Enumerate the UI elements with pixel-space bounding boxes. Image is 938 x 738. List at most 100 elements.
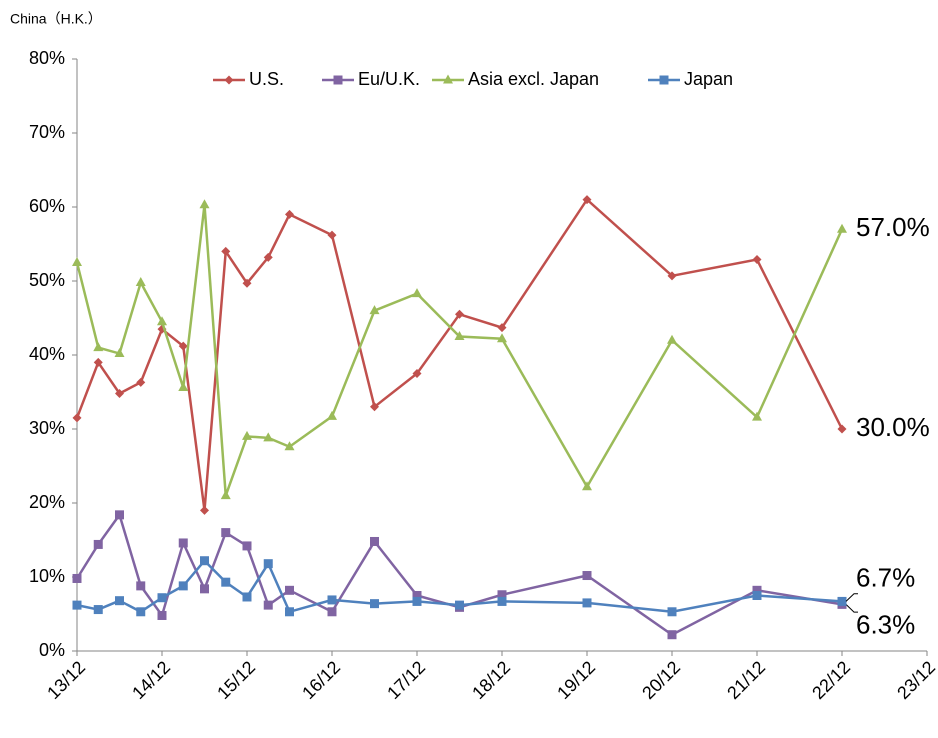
marker: [221, 246, 231, 256]
x-tick-label: 14/12: [128, 657, 174, 703]
marker: [455, 600, 464, 610]
marker: [263, 600, 273, 610]
legend-label: Asia excl. Japan: [468, 69, 599, 89]
y-tick-label: 80%: [29, 48, 65, 68]
marker: [497, 596, 507, 606]
legend-label: U.S.: [249, 69, 284, 89]
marker: [582, 481, 592, 491]
y-tick-label: 60%: [29, 196, 65, 216]
marker: [667, 271, 677, 281]
marker: [582, 598, 592, 608]
x-tick-label: 17/12: [383, 657, 429, 703]
marker: [285, 607, 294, 617]
x-tick-label: 18/12: [468, 657, 514, 703]
marker: [135, 276, 146, 286]
marker: [178, 382, 189, 392]
marker: [263, 559, 273, 569]
marker: [93, 605, 103, 615]
marker: [93, 539, 103, 549]
marker: [115, 388, 124, 398]
marker: [497, 333, 507, 343]
marker: [333, 75, 343, 85]
marker: [263, 432, 274, 442]
value-label: 30.0%: [856, 412, 930, 442]
marker: [93, 342, 104, 352]
marker: [285, 585, 294, 595]
marker: [72, 600, 82, 610]
marker: [455, 309, 464, 319]
value-label: 6.7%: [856, 562, 915, 592]
y-tick-label: 10%: [29, 566, 65, 586]
marker: [136, 377, 146, 387]
marker: [157, 316, 167, 326]
legend-label: Japan: [684, 69, 733, 89]
y-tick-label: 30%: [29, 418, 65, 438]
marker: [412, 369, 422, 378]
marker: [221, 577, 231, 587]
marker: [667, 334, 677, 344]
x-tick-label: 21/12: [723, 657, 769, 703]
marker: [221, 528, 231, 538]
marker: [178, 341, 188, 351]
marker: [837, 223, 847, 233]
marker: [178, 538, 188, 548]
marker: [242, 541, 252, 551]
legend-label: Eu/U.K.: [358, 69, 420, 89]
y-tick-label: 70%: [29, 122, 65, 142]
marker: [136, 607, 146, 617]
marker: [242, 278, 252, 288]
label-leader: [845, 593, 858, 602]
value-label: 57.0%: [856, 212, 930, 242]
series-line: [75, 512, 843, 637]
marker: [114, 348, 125, 358]
x-tick-label: 16/12: [298, 657, 344, 703]
marker: [837, 424, 847, 434]
label-leader: [845, 604, 858, 613]
marker: [752, 255, 762, 265]
marker: [659, 75, 669, 85]
chart-title: China（H.K.）: [10, 11, 102, 27]
marker: [263, 252, 273, 262]
x-tick-label: 15/12: [213, 657, 259, 703]
marker: [667, 630, 677, 640]
marker: [72, 413, 82, 423]
y-tick-label: 20%: [29, 492, 65, 512]
marker: [412, 591, 422, 600]
series-line: [75, 197, 844, 511]
marker: [115, 596, 124, 606]
marker: [327, 595, 337, 605]
marker: [752, 591, 762, 600]
x-tick-label: 20/12: [638, 657, 684, 703]
marker: [200, 584, 209, 594]
marker: [136, 581, 146, 591]
x-tick-label: 19/12: [553, 657, 599, 703]
marker: [327, 410, 337, 420]
marker: [200, 505, 209, 515]
marker: [497, 323, 507, 333]
marker: [370, 599, 379, 609]
marker: [224, 75, 234, 85]
marker: [285, 209, 294, 219]
marker: [72, 573, 82, 583]
marker: [157, 610, 167, 620]
marker: [178, 581, 188, 591]
marker: [284, 441, 295, 451]
marker: [752, 411, 762, 421]
y-tick-label: 40%: [29, 344, 65, 364]
marker: [242, 592, 252, 602]
marker: [582, 195, 592, 205]
marker: [157, 593, 167, 603]
marker: [220, 490, 231, 500]
x-tick-label: 13/12: [43, 657, 89, 703]
marker: [837, 596, 847, 606]
marker: [72, 257, 82, 266]
marker: [454, 331, 465, 340]
x-tick-label: 23/12: [893, 657, 938, 703]
marker: [370, 536, 379, 546]
value-label: 6.3%: [856, 609, 915, 639]
marker: [370, 402, 379, 412]
marker: [412, 596, 422, 606]
marker: [752, 585, 762, 595]
marker: [667, 607, 677, 617]
